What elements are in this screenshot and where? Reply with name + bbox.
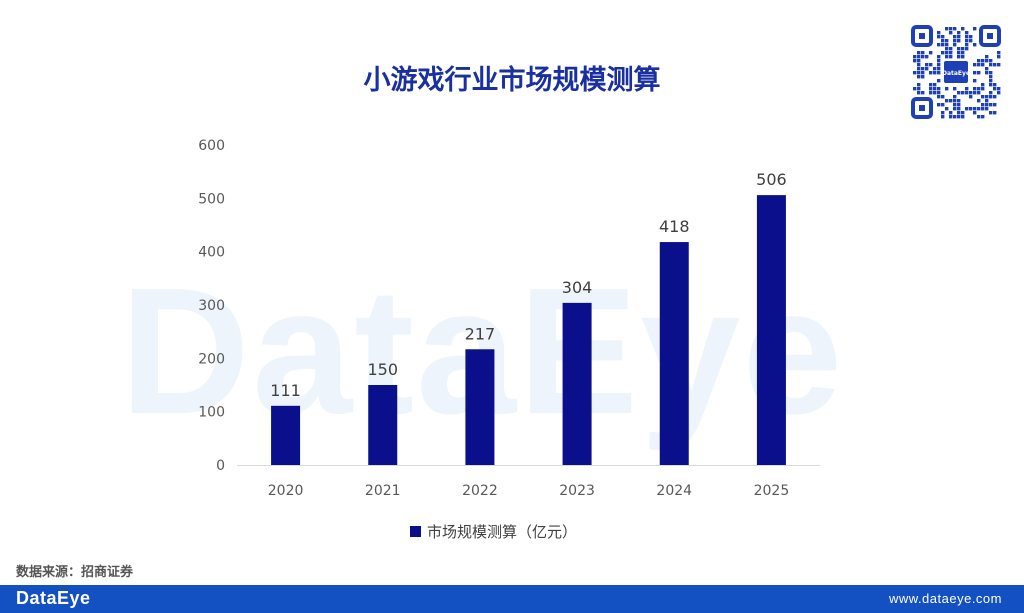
bar xyxy=(368,385,398,465)
x-tick-label: 2021 xyxy=(365,483,401,499)
data-label: 506 xyxy=(756,170,787,189)
data-label: 111 xyxy=(270,381,301,400)
data-label: 217 xyxy=(465,324,496,343)
y-tick-label: 200 xyxy=(198,351,225,367)
bars xyxy=(271,195,786,465)
y-tick-label: 300 xyxy=(198,298,225,314)
y-tick-label: 100 xyxy=(198,405,225,421)
y-tick-label: 500 xyxy=(198,191,225,207)
x-tick-label: 2025 xyxy=(754,483,790,499)
x-tick-label: 2022 xyxy=(462,483,498,499)
bar xyxy=(659,242,689,465)
bar xyxy=(465,349,495,465)
x-tick-label: 2024 xyxy=(656,483,692,499)
legend: 市场规模测算（亿元） xyxy=(410,520,577,542)
bar xyxy=(562,302,592,465)
footer-bar: DataEye www.dataeye.com xyxy=(0,585,1024,613)
legend-label: 市场规模测算（亿元） xyxy=(427,522,578,541)
data-label: 150 xyxy=(367,360,398,379)
y-axis: 0 100 200 300 400 500 600 xyxy=(198,138,225,474)
bar xyxy=(271,405,301,465)
y-tick-label: 400 xyxy=(198,245,225,261)
footer-logo: DataEye xyxy=(16,588,91,608)
data-label: 418 xyxy=(659,217,690,236)
legend-swatch xyxy=(410,525,421,537)
data-labels: 111 150 217 304 418 506 xyxy=(270,170,786,400)
qr-badge-text: DataEye xyxy=(942,70,970,77)
x-tick-label: 2020 xyxy=(268,483,304,499)
x-axis: 2020 2021 2022 2023 2024 2025 xyxy=(268,483,789,499)
data-source: 数据来源：招商证券 xyxy=(16,565,134,580)
x-tick-label: 2023 xyxy=(559,483,595,499)
qr-code: DataEye xyxy=(910,24,1002,120)
bar xyxy=(756,195,786,465)
y-tick-label: 600 xyxy=(198,138,225,154)
chart-title: 小游戏行业市场规模测算 xyxy=(363,65,661,96)
y-tick-label: 0 xyxy=(216,458,225,474)
footer-url[interactable]: www.dataeye.com xyxy=(889,591,1002,606)
data-label: 304 xyxy=(562,278,593,297)
